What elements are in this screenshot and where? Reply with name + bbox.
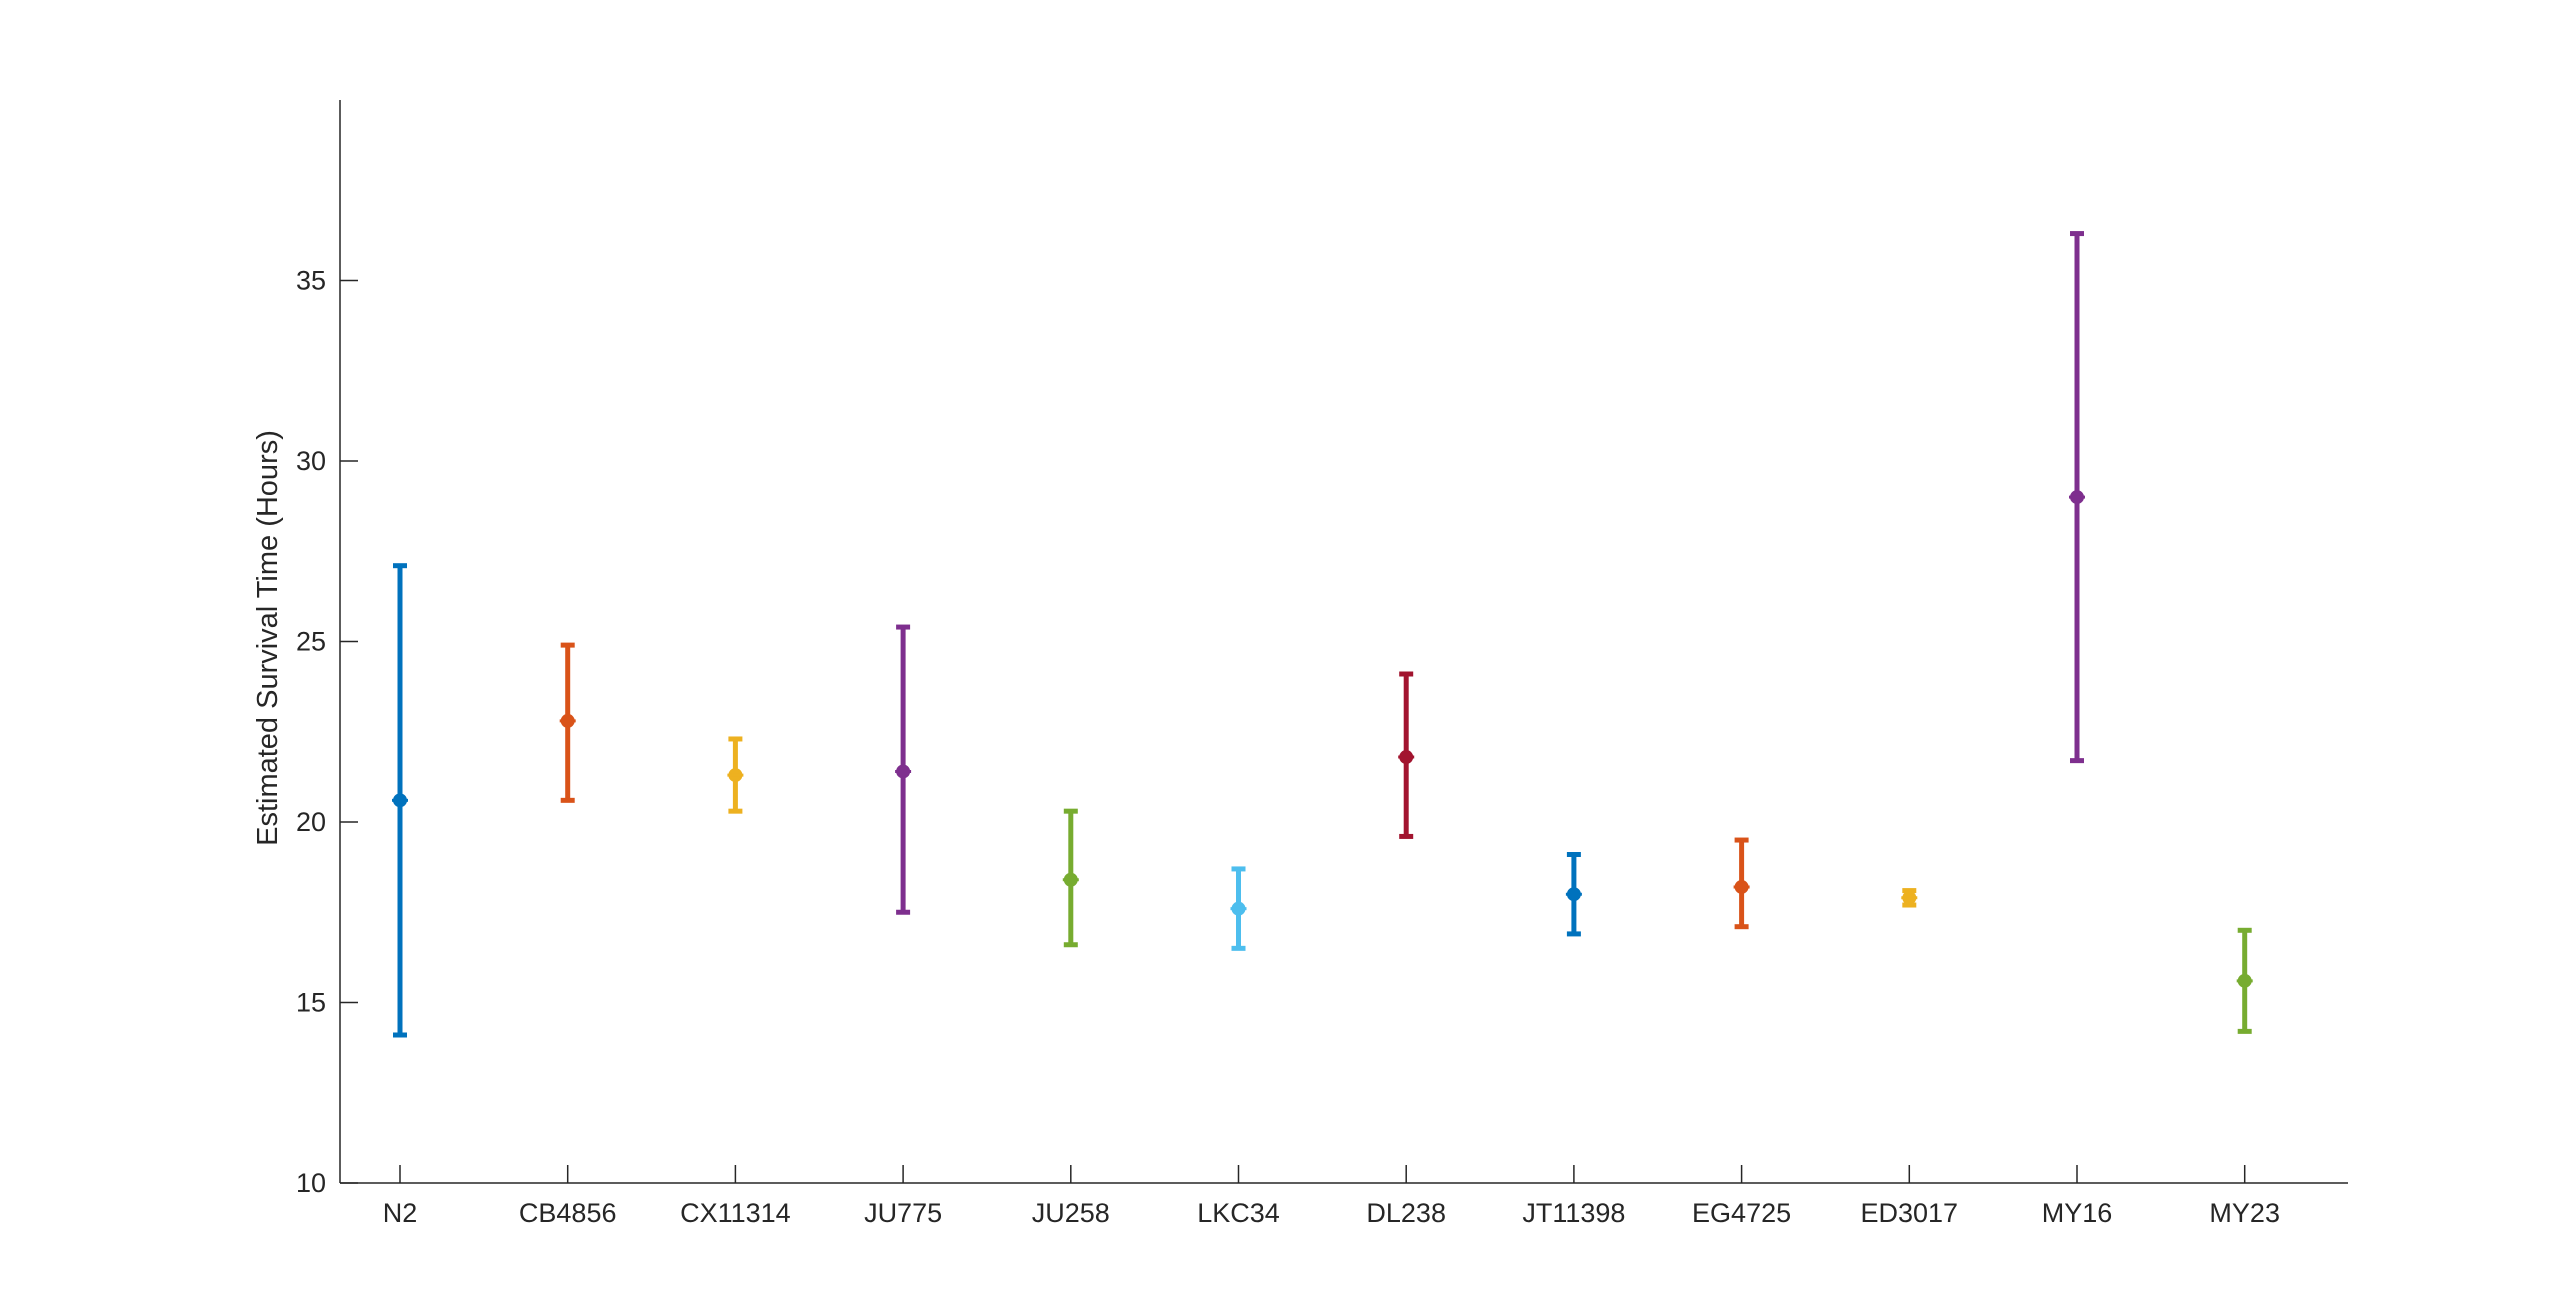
axes: 10 15 20 25 30 35 N2 CB4856 CX11314 JU775 JU258 LKC… — [296, 100, 2348, 1228]
x-tick-label: LKC34 — [1197, 1198, 1280, 1228]
error-bar-ed3017 — [1901, 888, 1918, 908]
x-tick-label: EG4725 — [1692, 1198, 1791, 1228]
x-tick-label: N2 — [383, 1198, 418, 1228]
error-bar-n2 — [392, 563, 408, 1038]
error-bar-ju775 — [895, 624, 912, 915]
x-tick-label: CX11314 — [680, 1198, 791, 1228]
y-tick-label: 25 — [296, 627, 326, 657]
error-bar-ju258 — [1062, 808, 1079, 948]
x-tick-label: JU775 — [864, 1198, 942, 1228]
x-tick-label: MY23 — [2209, 1198, 2280, 1228]
error-bar-lkc34 — [1230, 866, 1247, 951]
y-tick-label: 30 — [296, 446, 326, 476]
y-tick-label: 10 — [296, 1168, 326, 1198]
error-bar-my16 — [2069, 231, 2085, 764]
x-tick-label: JU258 — [1032, 1198, 1110, 1228]
y-tick-label: 20 — [296, 807, 326, 837]
y-tick-label: 35 — [296, 266, 326, 296]
x-tick-label: ED3017 — [1861, 1198, 1959, 1228]
x-tick-label: MY16 — [2042, 1198, 2113, 1228]
y-tick-label: 15 — [296, 988, 326, 1018]
error-bar-dl238 — [1398, 671, 1415, 839]
error-bar-cx11314 — [727, 736, 744, 814]
x-tick-label: CB4856 — [519, 1198, 617, 1228]
error-bar-eg4725 — [1733, 837, 1750, 930]
error-bar-my23 — [2236, 927, 2253, 1034]
y-axis-label: Estimated Survival Time (Hours) — [252, 430, 284, 846]
error-bars — [392, 231, 2253, 1038]
error-bar-jt11398 — [1565, 851, 1582, 937]
x-tick-label: DL238 — [1366, 1198, 1446, 1228]
error-bar-cb4856 — [559, 642, 576, 803]
x-tick-label: JT11398 — [1522, 1198, 1625, 1228]
